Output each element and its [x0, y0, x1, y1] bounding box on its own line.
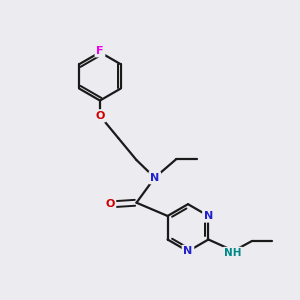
Text: F: F: [96, 46, 104, 56]
Text: O: O: [95, 111, 105, 121]
Text: O: O: [105, 199, 115, 209]
Text: N: N: [183, 246, 193, 256]
Text: N: N: [204, 211, 213, 221]
Text: N: N: [150, 173, 159, 183]
Text: NH: NH: [224, 248, 242, 258]
